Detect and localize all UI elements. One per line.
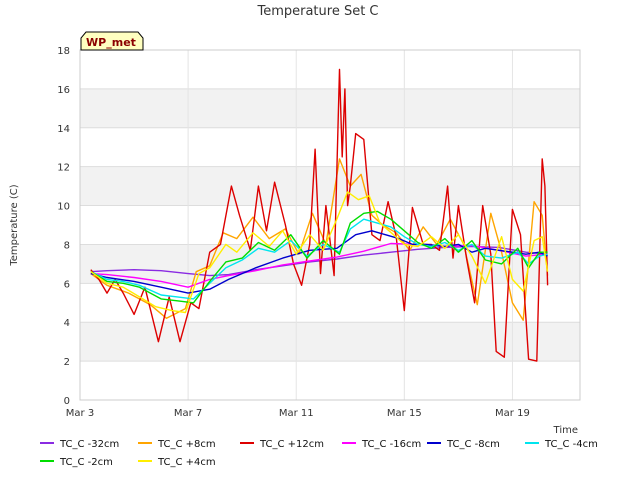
y-tick-label: 0 — [64, 396, 70, 407]
series-lines — [90, 68, 549, 362]
x-axis-ticks: Mar 3 Mar 7 Mar 11 Mar 15 Mar 19 — [66, 408, 530, 419]
y-axis-ticks: 0 2 4 6 8 10 12 14 16 18 — [57, 46, 70, 407]
station-badge: WP_met — [80, 31, 144, 51]
series-line — [90, 245, 548, 277]
y-tick-label: 6 — [64, 279, 70, 290]
x-axis-label: Time — [553, 425, 578, 436]
y-axis-label: Temperature (C) — [9, 184, 20, 266]
y-tick-label: 12 — [57, 163, 70, 174]
y-tick-label: 2 — [64, 357, 70, 368]
grid-band — [80, 166, 580, 206]
y-tick-label: 14 — [57, 124, 70, 135]
plot-border — [79, 49, 581, 401]
x-tick-label: Mar 3 — [66, 408, 94, 419]
legend-label: TC_C +4cm — [157, 457, 216, 468]
y-tick-label: 4 — [64, 318, 70, 329]
series-line — [90, 242, 548, 288]
x-tick-label: Mar 11 — [279, 408, 314, 419]
y-tick-label: 8 — [64, 240, 70, 251]
series-line — [90, 68, 549, 362]
x-tick-label: Mar 7 — [174, 408, 202, 419]
legend-label: TC_C -4cm — [544, 439, 598, 450]
station-badge-text: WP_met — [86, 36, 136, 49]
plot-area — [80, 50, 580, 400]
series-line — [90, 191, 549, 314]
series-line — [90, 210, 548, 304]
legend-label: TC_C +12cm — [259, 439, 324, 450]
legend: TC_C -32cm TC_C +8cm TC_C +12cm TC_C -16cm T… — [40, 439, 598, 468]
grid-band — [80, 322, 580, 362]
y-tick-label: 18 — [57, 46, 70, 57]
legend-label: TC_C +8cm — [157, 439, 216, 450]
grid-lines — [79, 49, 581, 401]
y-tick-label: 16 — [57, 85, 70, 96]
chart-title: Temperature Set C — [256, 4, 378, 19]
grid-band — [80, 88, 580, 128]
x-tick-label: Mar 19 — [495, 408, 530, 419]
x-tick-label: Mar 15 — [387, 408, 422, 419]
y-tick-label: 10 — [57, 202, 70, 213]
legend-label: TC_C -32cm — [59, 439, 119, 450]
legend-label: TC_C -8cm — [446, 439, 500, 450]
legend-label: TC_C -2cm — [59, 457, 113, 468]
legend-label: TC_C -16cm — [361, 439, 421, 450]
